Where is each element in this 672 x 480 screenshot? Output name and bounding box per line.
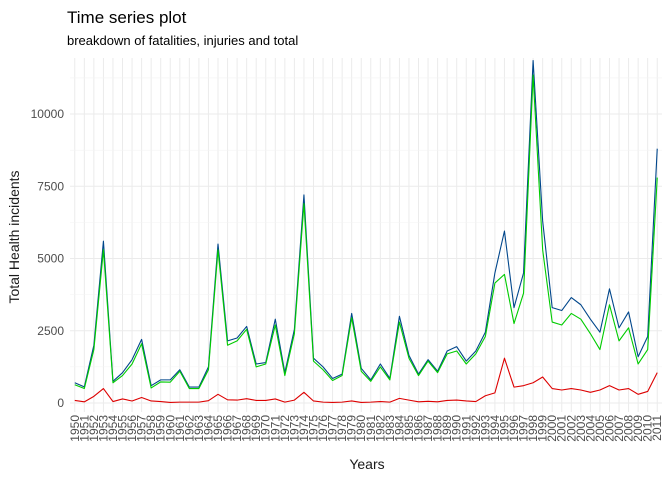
series-lines [74, 60, 658, 403]
x-tick-label: 2001 [555, 415, 569, 442]
x-tick-label: 1995 [497, 415, 511, 442]
x-tick-label: 2009 [631, 415, 645, 442]
x-tick-label: 1984 [392, 415, 406, 442]
x-tick-label: 1961 [173, 415, 187, 442]
x-tick-label: 1980 [354, 415, 368, 442]
x-tick-label: 1994 [488, 415, 502, 442]
grid [70, 58, 662, 412]
x-tick-label: 1981 [364, 415, 378, 442]
x-tick-label: 1992 [469, 415, 483, 442]
y-axis-title: Total Health incidents [6, 170, 22, 303]
x-axis: 1950195119521953195419551956195719581959… [68, 415, 664, 442]
y-tick-label: 0 [57, 396, 64, 410]
x-tick-label: 1953 [96, 415, 110, 442]
x-tick-label: 2002 [564, 415, 578, 442]
x-tick-label: 2010 [641, 415, 655, 442]
chart-subtitle: breakdown of fatalities, injuries and to… [67, 33, 298, 48]
x-tick-label: 1967 [230, 415, 244, 442]
x-tick-label: 1971 [268, 415, 282, 442]
x-tick-label: 2008 [622, 415, 636, 442]
x-tick-label: 1993 [478, 415, 492, 442]
x-tick-label: 1959 [154, 415, 168, 442]
series-line-3 [74, 357, 658, 403]
x-tick-label: 2011 [650, 415, 664, 441]
x-tick-label: 1952 [87, 415, 101, 442]
x-tick-label: 1979 [345, 415, 359, 442]
x-tick-label: 1968 [240, 415, 254, 442]
x-tick-label: 1957 [135, 415, 149, 442]
x-tick-label: 1965 [211, 415, 225, 442]
x-tick-label: 1955 [116, 415, 130, 442]
y-axis: 0 2500 5000 7500 10000 [31, 107, 65, 410]
x-tick-label: 1991 [459, 415, 473, 442]
x-tick-label: 1974 [297, 415, 311, 442]
x-tick-label: 1950 [68, 415, 82, 442]
x-tick-label: 1973 [287, 415, 301, 442]
x-tick-label: 1996 [507, 415, 521, 442]
x-tick-label: 2007 [612, 415, 626, 442]
x-tick-label: 1986 [412, 415, 426, 442]
series-line-2 [74, 74, 658, 390]
x-tick-label: 2005 [593, 415, 607, 442]
x-tick-label: 1982 [373, 415, 387, 442]
x-tick-label: 1998 [526, 415, 540, 442]
x-tick-label: 1997 [517, 415, 531, 442]
x-tick-label: 1988 [431, 415, 445, 442]
y-tick-label: 10000 [31, 107, 65, 121]
x-tick-label: 1978 [335, 415, 349, 442]
x-axis-title: Years [349, 456, 384, 472]
x-tick-label: 2000 [545, 415, 559, 442]
y-tick-label: 7500 [37, 179, 64, 193]
x-tick-label: 1977 [326, 415, 340, 442]
x-tick-label: 1999 [536, 415, 550, 442]
x-tick-label: 1985 [402, 415, 416, 442]
x-tick-label: 1958 [144, 415, 158, 442]
y-tick-label: 2500 [37, 324, 64, 338]
x-tick-label: 1989 [440, 415, 454, 442]
x-tick-label: 2003 [574, 415, 588, 442]
series-line-1 [74, 60, 658, 388]
x-tick-label: 1990 [450, 415, 464, 442]
chart-title: Time series plot [67, 8, 187, 27]
x-tick-label: 1976 [316, 415, 330, 442]
y-tick-label: 5000 [37, 252, 64, 266]
x-tick-label: 1987 [421, 415, 435, 442]
x-tick-label: 1951 [77, 415, 91, 442]
x-tick-label: 2004 [583, 415, 597, 442]
x-tick-label: 1983 [383, 415, 397, 442]
x-tick-label: 1966 [221, 415, 235, 442]
x-tick-label: 2006 [602, 415, 616, 442]
x-tick-label: 1970 [259, 415, 273, 442]
x-tick-label: 1975 [306, 415, 320, 442]
x-tick-label: 1969 [249, 415, 263, 442]
x-tick-label: 1972 [278, 415, 292, 442]
x-tick-label: 1963 [192, 415, 206, 442]
x-tick-label: 1964 [201, 415, 215, 442]
x-tick-label: 1956 [125, 415, 139, 442]
x-tick-label: 1962 [182, 415, 196, 442]
x-tick-label: 1954 [106, 415, 120, 442]
x-tick-label: 1960 [163, 415, 177, 442]
